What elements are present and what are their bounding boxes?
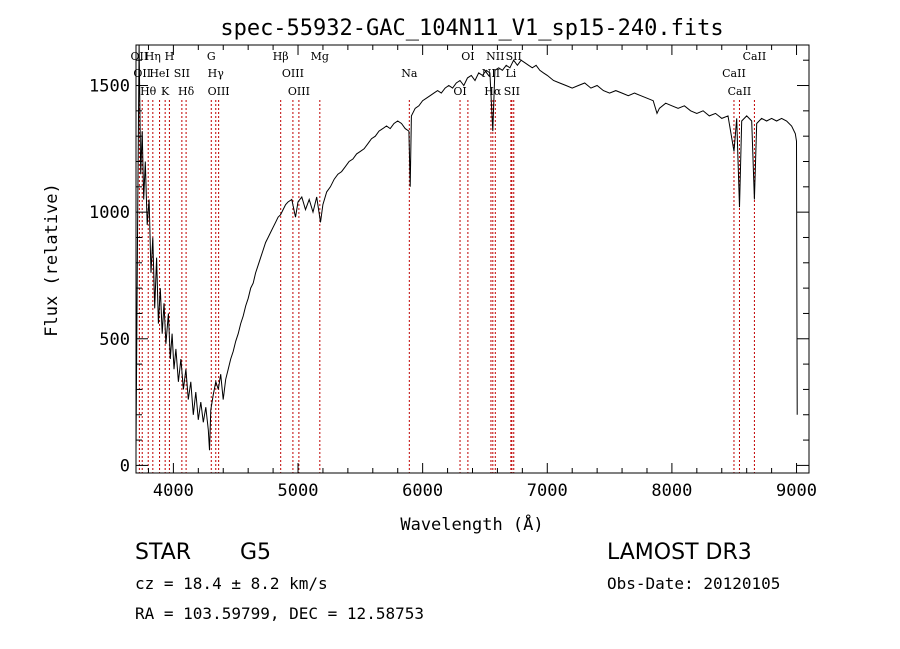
x-axis-label: Wavelength (Å) [400, 513, 543, 535]
obs-date: Obs-Date: 20120105 [607, 574, 781, 593]
line-label: Mg [311, 50, 329, 63]
line-label: Li [505, 67, 516, 80]
line-label: Hγ [208, 67, 225, 80]
line-label: OI [461, 50, 474, 63]
line-label: Hθ [140, 85, 157, 98]
object-class: STAR [135, 540, 192, 565]
line-label: K [161, 85, 170, 98]
x-tick-label: 7000 [527, 481, 568, 501]
line-label: OI [453, 85, 466, 98]
line-label: HeI [149, 67, 169, 80]
x-tick-label: 9000 [776, 481, 817, 501]
y-tick-label: 1500 [89, 77, 130, 97]
survey-name: LAMOST DR3 [607, 540, 752, 565]
line-label: G [207, 50, 216, 63]
line-markers [138, 100, 755, 473]
line-label: Hα [484, 85, 502, 98]
chart-title: spec-55932-GAC_104N11_V1_sp15-240.fits [220, 16, 723, 41]
y-axis-label: Flux (relative) [42, 183, 62, 337]
spectrum-series [135, 44, 798, 451]
y-ticks: 0 500 1000 1500 [89, 59, 809, 476]
line-label: Hδ [178, 85, 195, 98]
y-tick-label: 1000 [89, 203, 130, 223]
coordinates: RA = 103.59799, DEC = 12.58753 [135, 604, 424, 623]
line-label: Hη [145, 50, 161, 63]
line-label: CaII [722, 67, 746, 80]
plot-frame [135, 44, 810, 474]
line-label: OIII [208, 85, 230, 98]
x-ticks: 4000 5000 6000 7000 8000 9000 [147, 45, 817, 501]
line-label: Na [401, 67, 418, 80]
x-tick-label: 6000 [402, 481, 443, 501]
line-label: SII [174, 67, 190, 80]
x-tick-label: 5000 [278, 481, 319, 501]
y-tick-label: 0 [120, 456, 130, 476]
line-label: OIII [288, 85, 310, 98]
line-label: H [165, 50, 175, 63]
x-tick-label: 8000 [651, 481, 692, 501]
x-tick-label: 4000 [153, 481, 194, 501]
object-subclass: G5 [240, 540, 272, 565]
line-label: CaII [728, 85, 752, 98]
line-label: CaII [743, 50, 767, 63]
y-tick-label: 500 [99, 330, 130, 350]
line-label: NII [486, 50, 504, 63]
line-label: Hβ [273, 50, 289, 63]
line-label: OII [133, 67, 151, 80]
redshift-text: cz = 18.4 ± 8.2 km/s [135, 574, 328, 593]
line-labels: OIIOIIHθHηHeIKHSIIHδGHγOIIIHβOIIIOIIIMgN… [131, 50, 767, 98]
line-label: SII [504, 85, 520, 98]
line-label: OIII [282, 67, 304, 80]
line-label: SII [506, 50, 522, 63]
